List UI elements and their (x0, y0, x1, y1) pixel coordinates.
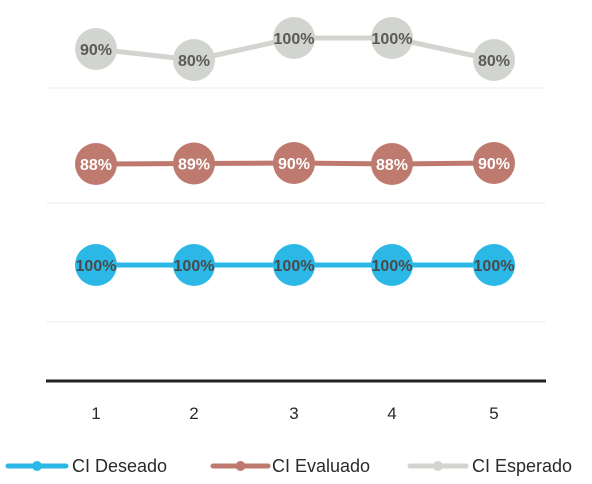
legend-item-ci-esperado: CI Esperado (407, 456, 572, 476)
data-label: 100% (372, 31, 413, 48)
data-label: 80% (478, 53, 510, 70)
data-label: 90% (80, 42, 112, 59)
series-group: 90%80%100% 100%80%88% 89% 90% 88% 90%100% 100%… (75, 17, 515, 286)
x-tick-label: 4 (387, 404, 396, 423)
legend: CI Deseado CI Evaluado CI Esperado (5, 456, 572, 476)
x-axis: 1 2 3 4 5 (46, 379, 546, 423)
legend-item-ci-deseado: CI Deseado (5, 456, 167, 476)
series-ci-evaluado: 88% 89% 90% 88% 90% (75, 142, 515, 185)
data-label: 100% (274, 31, 315, 48)
data-label: 100% (372, 258, 413, 275)
data-label: 100% (76, 258, 117, 275)
x-tick-label: 1 (91, 404, 100, 423)
data-label: 100% (474, 258, 515, 275)
data-label: 100% (274, 258, 315, 275)
data-point (75, 143, 117, 185)
legend-label: CI Evaluado (272, 456, 370, 476)
data-point (473, 142, 515, 184)
data-point (173, 39, 215, 81)
data-point (371, 17, 413, 59)
legend-swatch-marker (235, 461, 246, 471)
legend-label: CI Esperado (472, 456, 572, 476)
legend-label: CI Deseado (72, 456, 167, 476)
legend-item-ci-evaluado: CI Evaluado (210, 456, 370, 476)
data-point (173, 244, 215, 286)
data-label: 88% (80, 157, 112, 174)
data-label: 90% (278, 156, 310, 173)
data-point (75, 28, 117, 70)
data-label: 90% (478, 156, 510, 173)
data-point (173, 142, 215, 185)
series-ci-esperado: 90% 80% 100% 100% 80% (75, 17, 515, 81)
data-label: 89% (178, 157, 210, 174)
data-point (371, 143, 413, 185)
data-label: 88% (376, 157, 408, 174)
data-point (473, 39, 515, 81)
x-tick-label: 3 (289, 404, 298, 423)
x-tick-label: 5 (489, 404, 498, 423)
legend-swatch-marker (32, 461, 42, 471)
data-point (75, 244, 117, 286)
legend-swatch-marker (433, 461, 443, 471)
x-tick-label: 2 (189, 404, 198, 423)
data-label: 80% (178, 53, 210, 70)
data-point (371, 244, 413, 286)
data-point (273, 142, 315, 184)
data-label: 100% (174, 258, 215, 275)
grid-lines (46, 87, 546, 323)
data-point (273, 244, 315, 286)
series-ci-deseado: 100% 100% 100% 100% 100% (75, 244, 515, 286)
data-point (273, 17, 315, 59)
data-point (473, 244, 515, 286)
